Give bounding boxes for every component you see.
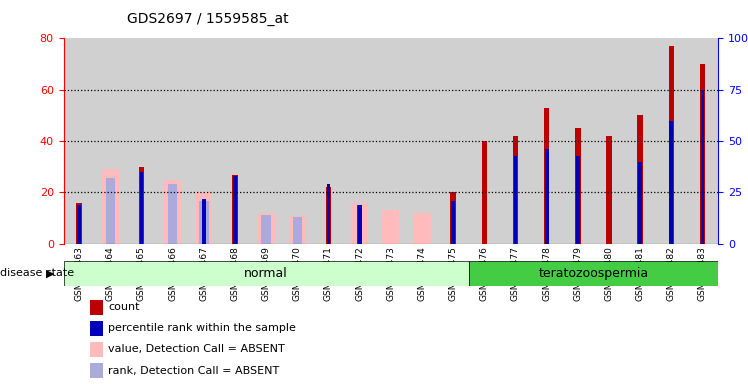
Bar: [164, 180, 181, 244]
Bar: [638, 162, 642, 244]
Bar: [450, 192, 456, 244]
Bar: [327, 184, 331, 244]
Bar: [606, 136, 612, 244]
Bar: [262, 215, 271, 244]
Bar: [168, 184, 177, 244]
Bar: [358, 205, 361, 244]
Bar: [699, 64, 705, 244]
Bar: [544, 108, 550, 244]
Bar: [219, 38, 251, 244]
Bar: [76, 203, 82, 244]
Bar: [313, 38, 344, 244]
Bar: [95, 38, 126, 244]
Bar: [637, 116, 643, 244]
Bar: [199, 201, 209, 244]
Bar: [669, 46, 674, 244]
Text: value, Detection Call = ABSENT: value, Detection Call = ABSENT: [108, 344, 285, 354]
Text: rank, Detection Call = ABSENT: rank, Detection Call = ABSENT: [108, 366, 280, 376]
Bar: [233, 176, 237, 244]
Bar: [105, 178, 115, 244]
Bar: [64, 38, 95, 244]
Bar: [562, 38, 593, 244]
Bar: [202, 199, 206, 244]
Bar: [357, 205, 363, 244]
Bar: [414, 213, 431, 244]
Bar: [375, 38, 406, 244]
Bar: [140, 172, 144, 244]
Bar: [282, 38, 313, 244]
Bar: [351, 203, 368, 244]
Bar: [593, 38, 625, 244]
Bar: [438, 38, 469, 244]
Bar: [469, 38, 500, 244]
Text: normal: normal: [245, 267, 288, 280]
Bar: [545, 149, 548, 244]
Bar: [251, 38, 282, 244]
Bar: [257, 213, 275, 244]
Bar: [669, 121, 673, 244]
Bar: [102, 169, 119, 244]
Bar: [576, 156, 580, 244]
Bar: [188, 38, 219, 244]
Bar: [687, 38, 718, 244]
Bar: [406, 38, 438, 244]
Text: percentile rank within the sample: percentile rank within the sample: [108, 323, 296, 333]
Bar: [64, 261, 469, 286]
Bar: [382, 210, 399, 244]
Bar: [289, 215, 306, 244]
Bar: [451, 201, 455, 244]
Bar: [195, 192, 212, 244]
Text: ▶: ▶: [46, 268, 55, 278]
Bar: [625, 38, 656, 244]
Bar: [138, 167, 144, 244]
Bar: [292, 217, 302, 244]
Text: disease state: disease state: [0, 268, 74, 278]
Bar: [482, 141, 487, 244]
Bar: [500, 38, 531, 244]
Bar: [575, 128, 580, 244]
Text: GDS2697 / 1559585_at: GDS2697 / 1559585_at: [127, 12, 289, 25]
Bar: [157, 38, 188, 244]
Bar: [656, 38, 687, 244]
Bar: [126, 38, 157, 244]
Bar: [514, 156, 518, 244]
Bar: [701, 90, 705, 244]
Bar: [77, 205, 81, 244]
Bar: [232, 174, 238, 244]
Bar: [531, 38, 562, 244]
Bar: [469, 261, 718, 286]
Text: count: count: [108, 302, 140, 312]
Bar: [344, 38, 375, 244]
Bar: [325, 187, 331, 244]
Text: teratozoospermia: teratozoospermia: [539, 267, 649, 280]
Bar: [512, 136, 518, 244]
